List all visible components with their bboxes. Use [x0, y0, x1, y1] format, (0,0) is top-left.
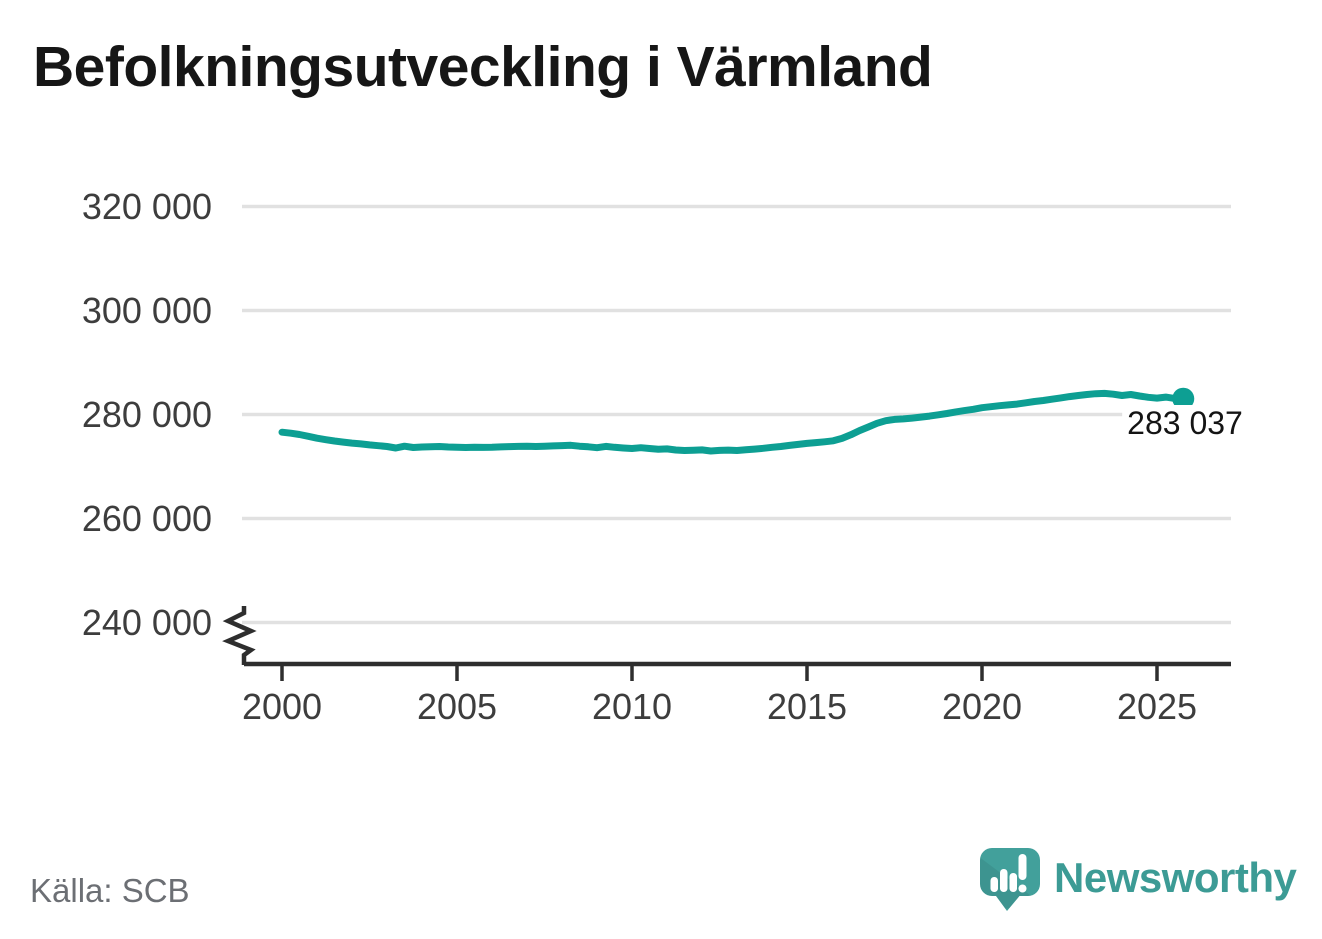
newsworthy-logo-icon: [980, 848, 1040, 911]
x-axis-tick-label: 2025: [1116, 686, 1198, 727]
source-label: Källa: SCB: [30, 872, 190, 909]
y-axis-tick-label: 280 000: [81, 393, 212, 435]
y-axis-tick-label: 320 000: [81, 185, 212, 227]
x-axis-tick-label: 2000: [241, 686, 323, 727]
x-axis-tick-label: 2005: [416, 686, 498, 727]
end-point-marker: [1172, 387, 1195, 410]
exclamation-glyph: [1018, 854, 1027, 893]
y-axis-tick-label: 300 000: [81, 289, 212, 331]
y-axis-tick-label: 240 000: [81, 601, 212, 643]
y-axis-break-icon: [222, 606, 257, 665]
brand-name: Newsworthy: [1054, 854, 1297, 901]
chart-title: Befolkningsutveckling i Värmland: [33, 35, 933, 99]
x-axis-tick-label: 2010: [591, 686, 673, 727]
y-axis-tick-label: 260 000: [81, 497, 212, 539]
population-data-line: [278, 389, 1187, 455]
newsworthy-logo: Newsworthy: [978, 848, 1297, 912]
x-axis-tick-label: 2015: [766, 686, 848, 727]
bar-chart-glyph: [990, 869, 1017, 892]
x-axis-tick-label: 2020: [941, 686, 1023, 727]
end-value-label: 283 037: [1122, 405, 1248, 442]
